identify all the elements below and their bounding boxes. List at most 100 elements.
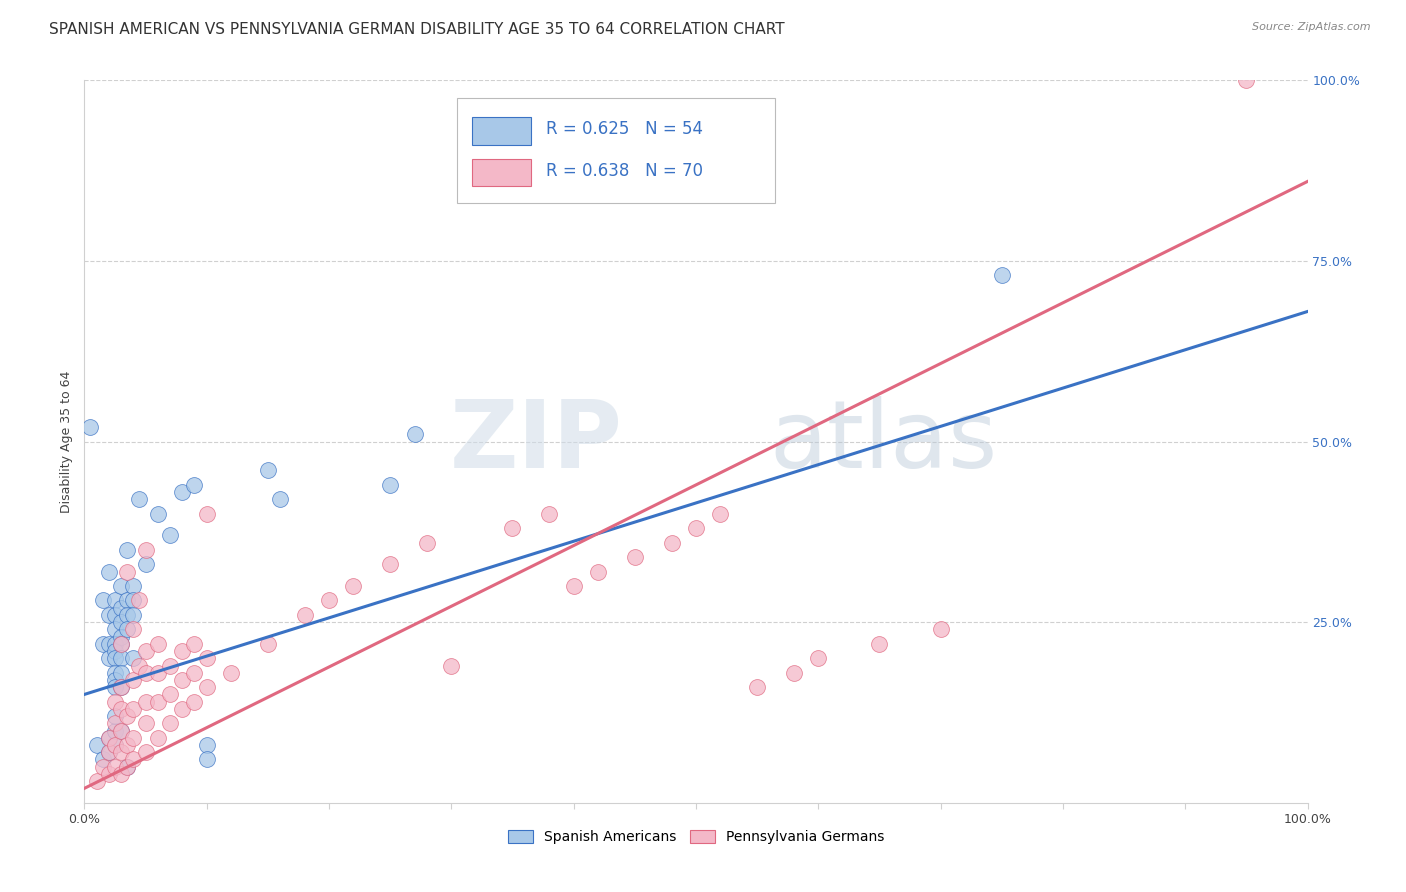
Point <box>122 673 145 687</box>
Point <box>110 702 132 716</box>
Point <box>869 637 891 651</box>
Point <box>110 630 132 644</box>
Point <box>128 593 150 607</box>
Point <box>110 767 132 781</box>
Point <box>86 738 108 752</box>
FancyBboxPatch shape <box>457 98 776 203</box>
Point <box>586 565 609 579</box>
Point <box>709 507 731 521</box>
Point <box>404 427 426 442</box>
Point <box>183 665 205 680</box>
Point <box>97 745 120 759</box>
Point <box>110 723 132 738</box>
Text: R = 0.625   N = 54: R = 0.625 N = 54 <box>546 120 703 137</box>
Point <box>342 579 364 593</box>
Point <box>104 760 127 774</box>
Point <box>97 731 120 745</box>
Point <box>1236 73 1258 87</box>
Point <box>122 651 145 665</box>
Point <box>195 507 218 521</box>
Point <box>269 492 291 507</box>
Point <box>115 760 138 774</box>
Point <box>146 695 169 709</box>
Point <box>172 644 194 658</box>
Point <box>115 593 138 607</box>
Point <box>110 600 132 615</box>
Point <box>135 716 157 731</box>
Point <box>257 463 280 477</box>
FancyBboxPatch shape <box>472 159 531 186</box>
Point <box>929 623 952 637</box>
Point <box>128 492 150 507</box>
Point <box>172 702 194 716</box>
Point <box>122 623 145 637</box>
Point <box>172 485 194 500</box>
Point <box>122 607 145 622</box>
Point <box>294 607 316 622</box>
Point <box>146 665 169 680</box>
Text: atlas: atlas <box>769 395 998 488</box>
Point <box>195 738 218 752</box>
Point <box>104 738 127 752</box>
Point <box>135 695 157 709</box>
Point <box>110 615 132 630</box>
Point <box>115 607 138 622</box>
Point <box>110 680 132 694</box>
Point <box>562 579 585 593</box>
Point <box>159 658 181 673</box>
Point <box>115 760 138 774</box>
Text: R = 0.638   N = 70: R = 0.638 N = 70 <box>546 161 703 179</box>
Point <box>146 507 169 521</box>
Point <box>440 658 463 673</box>
Point <box>747 680 769 694</box>
Point <box>110 665 132 680</box>
Point <box>159 687 181 701</box>
Point <box>104 637 127 651</box>
Point <box>91 760 114 774</box>
Point <box>110 723 132 738</box>
Point <box>110 637 132 651</box>
Point <box>97 651 120 665</box>
Point <box>86 774 108 789</box>
Point <box>135 542 157 557</box>
Point <box>115 565 138 579</box>
Point <box>122 579 145 593</box>
Point <box>257 637 280 651</box>
Point <box>416 535 439 549</box>
Point <box>502 521 524 535</box>
Point <box>104 665 127 680</box>
Point <box>122 752 145 766</box>
Y-axis label: Disability Age 35 to 64: Disability Age 35 to 64 <box>60 370 73 513</box>
Point <box>104 593 127 607</box>
Point <box>183 637 205 651</box>
Point <box>97 637 120 651</box>
Point <box>110 579 132 593</box>
Point <box>104 644 127 658</box>
Point <box>115 542 138 557</box>
Point <box>183 695 205 709</box>
Point <box>110 680 132 694</box>
Point <box>91 637 114 651</box>
Point <box>159 528 181 542</box>
Point <box>122 702 145 716</box>
Point <box>110 745 132 759</box>
Point <box>104 695 127 709</box>
Point <box>104 709 127 723</box>
Point <box>172 673 194 687</box>
Point <box>104 738 127 752</box>
Point <box>104 723 127 738</box>
Point <box>135 644 157 658</box>
Point <box>91 593 114 607</box>
Point <box>783 665 806 680</box>
Point <box>146 637 169 651</box>
Point <box>91 752 114 766</box>
Point <box>115 738 138 752</box>
Point <box>104 651 127 665</box>
Legend: Spanish Americans, Pennsylvania Germans: Spanish Americans, Pennsylvania Germans <box>502 824 890 850</box>
Point <box>661 535 683 549</box>
Point <box>183 478 205 492</box>
Text: Source: ZipAtlas.com: Source: ZipAtlas.com <box>1253 22 1371 32</box>
Point <box>104 623 127 637</box>
Point <box>195 680 218 694</box>
Point <box>219 665 242 680</box>
